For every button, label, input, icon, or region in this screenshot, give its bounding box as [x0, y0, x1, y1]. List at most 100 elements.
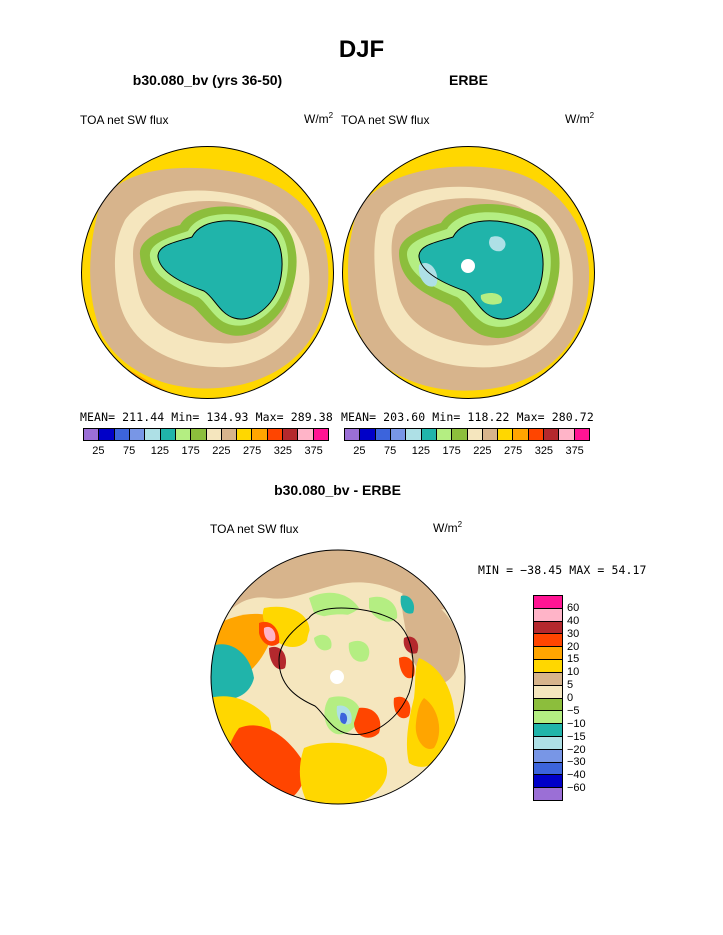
colorbar-tick-label: 125	[150, 445, 170, 457]
colorbar-tick-label: 75	[384, 445, 397, 457]
diff-colorbar-ticks: 60 40 30 20 15 10 5 0 −5 −10 −15 −20 −30 −40 −60	[567, 595, 607, 801]
colorbar-swatch	[298, 429, 314, 440]
colorbar-swatch	[534, 608, 562, 622]
diff-variable-label: TOA net SW flux	[210, 522, 299, 536]
diff-colorbar	[533, 595, 563, 801]
antarctica-coastline	[278, 607, 414, 735]
colorbar-tick-label: 5	[567, 679, 574, 692]
colorbar-tick-label: 175	[442, 445, 461, 457]
obs-stats: MEAN= 203.60 Min= 118.22 Max= 280.72	[341, 410, 594, 424]
antarctica-coastline	[157, 220, 283, 320]
low-flux-patch	[489, 236, 506, 252]
colorbar-swatch	[114, 429, 130, 440]
colorbar-tick-label: −10	[567, 717, 586, 730]
colorbar-swatch	[421, 429, 437, 440]
colorbar-swatch	[534, 711, 562, 725]
pole-hole	[330, 670, 344, 684]
strong-positive-patch	[399, 656, 415, 679]
colorbar-tick-label: 275	[242, 445, 262, 457]
colorbar-tick-label: 40	[567, 614, 580, 627]
colorbar-swatch	[534, 775, 562, 789]
obs-unit-label: W/m2	[565, 111, 595, 126]
colorbar-tick-label: −20	[567, 743, 586, 756]
near-zero-field	[306, 614, 390, 696]
colorbar-swatch	[574, 429, 589, 440]
colorbar-swatch	[145, 429, 161, 440]
map-boundary	[210, 549, 466, 805]
colorbar-tick-label: 10	[567, 666, 580, 679]
colorbar-tick-label: 375	[304, 445, 323, 457]
antarctica-coastline	[418, 220, 544, 320]
colorbar-tick-label: −40	[567, 769, 586, 782]
colorbar-swatch	[528, 429, 545, 440]
colorbar-swatch	[452, 429, 468, 440]
min-negative-patch	[340, 712, 348, 724]
colorbar-swatch	[544, 429, 560, 440]
colorbar-swatch	[221, 429, 238, 440]
strong-positive-patch	[393, 696, 411, 719]
negative-band	[309, 592, 359, 618]
colorbar-swatch	[160, 429, 176, 440]
model-variable-label: TOA net SW flux	[80, 113, 169, 127]
colorbar-swatch	[534, 788, 562, 800]
negative-patch	[211, 644, 254, 700]
colorbar-swatch	[252, 429, 268, 440]
colorbar-tick-label: −60	[567, 782, 586, 795]
colorbar-swatch	[534, 660, 562, 673]
colorbar-tick-label: 60	[567, 601, 580, 614]
colorbar-swatch	[436, 429, 453, 440]
colorbar-swatch	[534, 634, 562, 648]
obs-variable-label: TOA net SW flux	[341, 113, 430, 127]
negative-patch	[348, 640, 370, 662]
diff-stats: MIN = −38.45 MAX = 54.17	[478, 563, 647, 577]
low-flux-patch	[418, 263, 438, 287]
colorbar-tick-label: 75	[123, 445, 136, 457]
pole-hole	[461, 259, 475, 273]
model-polar-map	[81, 146, 334, 399]
colorbar-swatch	[237, 429, 253, 440]
colorbar-swatch	[206, 429, 222, 440]
colorbar-tick-label: 0	[567, 692, 574, 704]
colorbar-swatch	[534, 724, 562, 737]
model-stats: MEAN= 211.44 Min= 134.93 Max= 289.38	[80, 410, 333, 424]
plateau-patch	[480, 292, 503, 305]
colorbar-tick-label: 25	[92, 445, 105, 457]
colorbar-swatch	[345, 429, 361, 440]
map-boundary	[81, 146, 334, 399]
colorbar-swatch	[482, 429, 499, 440]
obs-polar-map	[342, 146, 595, 399]
obs-colorbar	[344, 428, 590, 441]
colorbar-swatch	[283, 429, 299, 440]
colorbar-tick-label: −30	[567, 756, 586, 769]
colorbar-swatch	[513, 429, 529, 440]
colorbar-swatch	[534, 672, 562, 686]
model-panel-title: b30.080_bv (yrs 36-50)	[132, 72, 283, 88]
colorbar-tick-label: 175	[181, 445, 200, 457]
colorbar-tick-label: −5	[567, 704, 580, 717]
negative-patch	[369, 596, 398, 622]
positive-band	[299, 742, 388, 804]
obs-colorbar-ticks: 25 75 125 175 225 275 325 375	[344, 445, 590, 459]
colorbar-swatch	[360, 429, 376, 440]
diff-polar-map	[210, 549, 466, 805]
colorbar-tick-label: 325	[534, 445, 554, 457]
colorbar-swatch	[467, 429, 483, 440]
colorbar-tick-label: 275	[503, 445, 523, 457]
colorbar-swatch	[175, 429, 192, 440]
colorbar-swatch	[375, 429, 391, 440]
colorbar-swatch	[84, 429, 100, 440]
model-colorbar-ticks: 25 75 125 175 225 275 325 375	[83, 445, 329, 459]
colorbar-swatch	[534, 685, 562, 699]
antarctic-interior	[157, 220, 283, 320]
strong-positive-patch	[269, 646, 287, 670]
colorbar-swatch	[534, 698, 562, 712]
colorbar-swatch	[534, 749, 562, 763]
model-unit-label: W/m2	[304, 111, 334, 126]
colorbar-tick-label: 325	[273, 445, 293, 457]
colorbar-swatch	[267, 429, 284, 440]
colorbar-swatch	[534, 596, 562, 609]
colorbar-tick-label: 225	[473, 445, 492, 457]
colorbar-swatch	[191, 429, 207, 440]
antarctic-interior	[418, 220, 544, 320]
colorbar-swatch	[313, 429, 328, 440]
